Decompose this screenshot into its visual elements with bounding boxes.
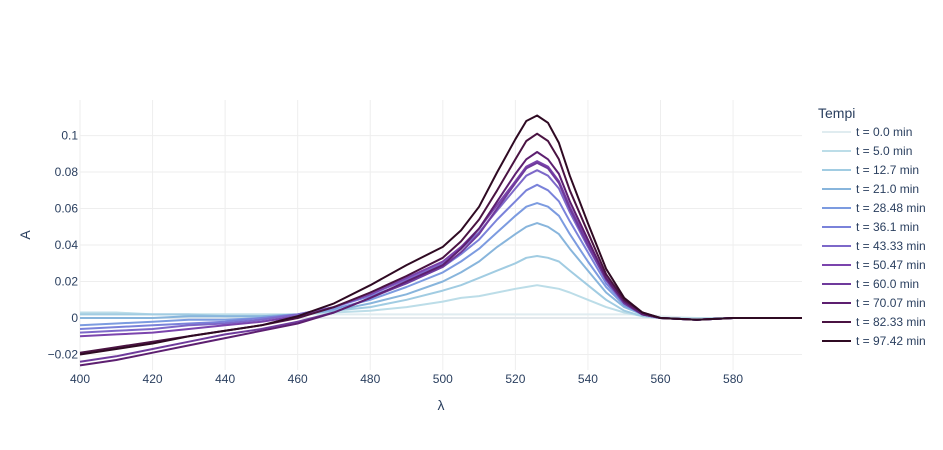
x-tick-label: 480 [360, 372, 380, 386]
legend-label: t = 28.48 min [856, 201, 926, 215]
y-tick-label: −0.02 [48, 347, 79, 361]
legend-label: t = 70.07 min [856, 296, 926, 310]
y-tick-label: 0 [71, 311, 78, 325]
y-tick-label: 0.1 [61, 129, 78, 143]
y-tick-label: 0.02 [55, 275, 79, 289]
y-tick-label: 0.08 [55, 165, 79, 179]
x-tick-label: 440 [215, 372, 235, 386]
legend-label: t = 60.0 min [856, 277, 919, 291]
legend-label: t = 36.1 min [856, 220, 919, 234]
legend-label: t = 82.33 min [856, 315, 926, 329]
x-axis-title: λ [438, 397, 445, 413]
y-tick-label: 0.04 [55, 238, 79, 252]
x-tick-label: 520 [505, 372, 525, 386]
series-line-5 [79, 183, 802, 330]
legend-label: t = 21.0 min [856, 182, 919, 196]
x-tick-label: 400 [70, 372, 90, 386]
legend-label: t = 50.47 min [856, 258, 926, 272]
legend-label: t = 97.42 min [856, 334, 926, 348]
legend-label: t = 0.0 min [856, 125, 912, 139]
plot-area [79, 114, 802, 367]
x-tick-label: 560 [650, 372, 670, 386]
x-tick-label: 460 [288, 372, 308, 386]
series-line-11 [79, 114, 802, 356]
legend-label: t = 43.33 min [856, 239, 926, 253]
legend-label: t = 12.7 min [856, 163, 919, 177]
y-tick-label: 0.06 [55, 202, 79, 216]
x-axis-ticks: 400 420 440 460 480 500 520 540 560 580 [70, 372, 743, 386]
x-tick-label: 500 [433, 372, 453, 386]
series-line-9 [79, 151, 802, 367]
x-tick-label: 540 [578, 372, 598, 386]
x-tick-label: 580 [723, 372, 743, 386]
legend: Tempi t = 0.0 min t = 5.0 min t = 12.7 min… [818, 105, 926, 348]
y-axis-title: A [17, 230, 33, 240]
legend-title: Tempi [818, 105, 855, 121]
legend-items: t = 0.0 min t = 5.0 min t = 12.7 min t = 21… [822, 125, 926, 348]
y-axis-ticks: −0.02 0 0.02 0.04 0.06 0.08 0.1 [48, 129, 79, 362]
x-tick-label: 420 [143, 372, 163, 386]
series-line-6 [79, 169, 802, 334]
series-line-3 [80, 222, 802, 321]
legend-label: t = 5.0 min [856, 144, 912, 158]
